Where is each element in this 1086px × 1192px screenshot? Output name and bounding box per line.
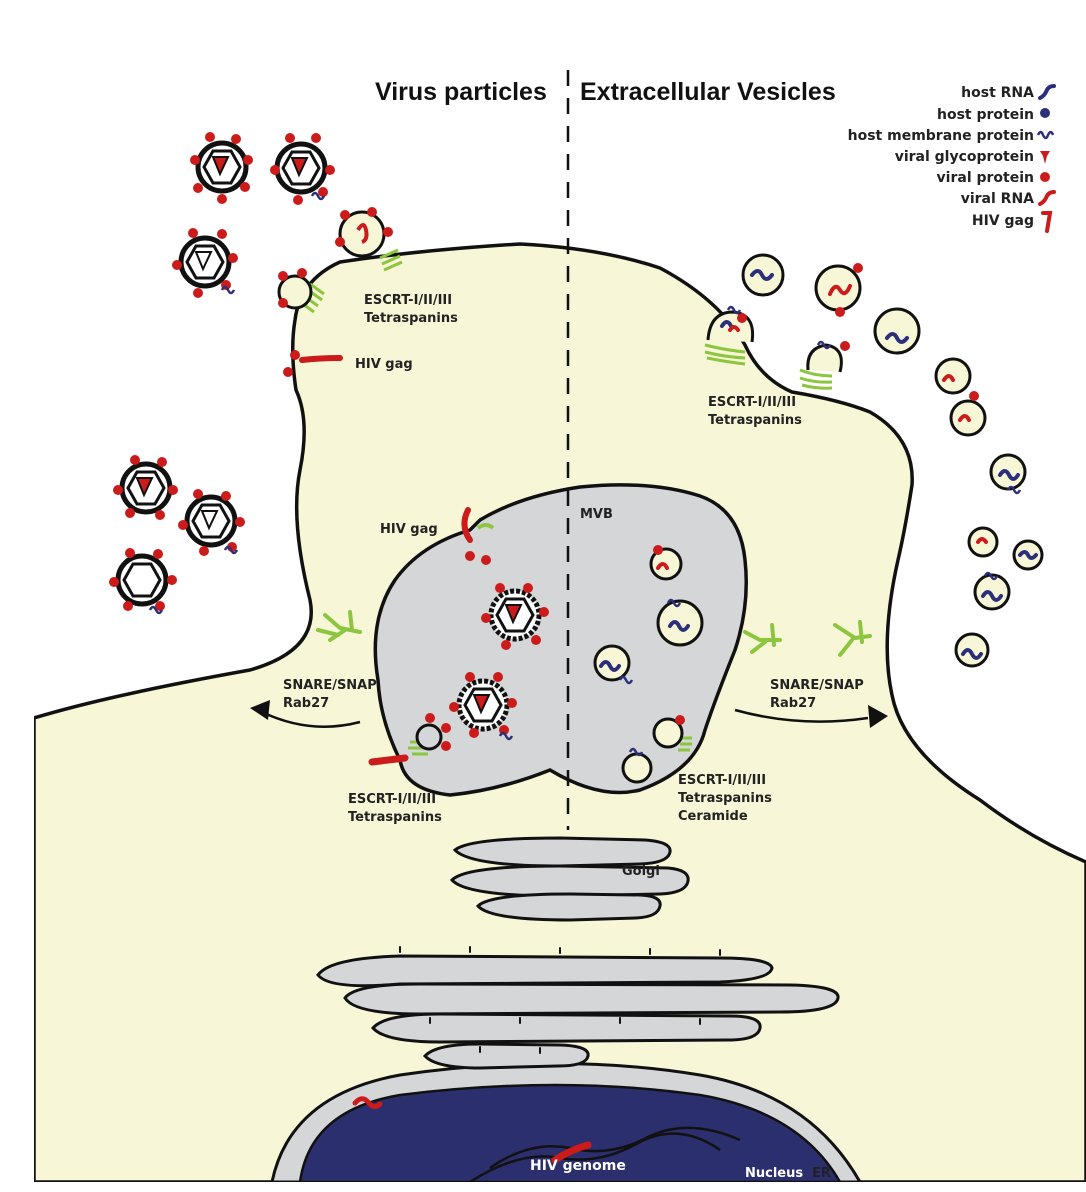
host-rna-icon xyxy=(1038,84,1056,100)
viral-rna-icon xyxy=(1038,190,1056,206)
label-hiv-gag-membrane: HIV gag xyxy=(355,357,413,372)
golgi-apparatus xyxy=(449,836,690,922)
label-tetraspanins-right-top: Tetraspanins xyxy=(708,413,802,428)
virion-4 xyxy=(119,461,173,515)
legend-item-host-rna: host RNA xyxy=(961,84,1056,101)
chromatin-strands xyxy=(469,1126,741,1182)
budding-virion-top xyxy=(335,207,393,258)
legend-label-host-protein: host protein xyxy=(937,107,1034,123)
label-nucleus: Nucleus xyxy=(745,1166,803,1181)
mvb-bud-left xyxy=(368,713,451,766)
label-tetraspanins-mvb-left: Tetraspanins xyxy=(348,810,442,825)
exocytosis-arrowhead-left xyxy=(250,700,270,720)
label-rab27-right: Rab27 xyxy=(770,696,816,711)
virion-2 xyxy=(274,141,328,195)
legend-label-viral-protein: viral protein xyxy=(937,170,1034,186)
host-membrane-protein-icon xyxy=(1036,130,1055,140)
label-hiv-gag-mvb: HIV gag xyxy=(380,522,438,537)
label-tetraspanins-left-top: Tetraspanins xyxy=(364,311,458,326)
label-er: ER xyxy=(812,1166,831,1181)
title-virus-particles: Virus particles xyxy=(375,78,547,106)
viral-glycoproteins xyxy=(109,132,549,738)
label-rab27-left: Rab27 xyxy=(283,696,329,711)
virion-mvb-1 xyxy=(488,588,542,642)
nucleus xyxy=(298,1083,842,1182)
exocytosis-arrowhead-right xyxy=(868,705,888,728)
ribosome-dots xyxy=(399,946,721,1054)
label-mvb: MVB xyxy=(580,507,613,522)
extracellular-vesicles xyxy=(741,253,1044,668)
viral-glycoprotein-icon xyxy=(1040,151,1050,164)
hiv-gag-icon xyxy=(1041,211,1053,233)
legend-item-host-membrane-protein: host membrane protein xyxy=(848,128,1055,144)
host-protein-icon xyxy=(1040,108,1050,118)
label-escrt-mvb-left: ESCRT-I/II/III xyxy=(348,792,436,807)
title-extracellular-vesicles: Extracellular Vesicles xyxy=(580,78,836,106)
ev-cargo-host-rna xyxy=(599,269,1038,672)
label-ceramide: Ceramide xyxy=(678,809,748,824)
label-escrt-right-top: ESCRT-I/II/III xyxy=(708,395,796,410)
legend-label-viral-rna: viral RNA xyxy=(961,191,1034,207)
ev-cargo-host-membrane xyxy=(618,305,1022,757)
host-membrane-proteins xyxy=(148,191,514,741)
legend-item-viral-glycoprotein: viral glycoprotein xyxy=(895,149,1050,165)
legend-item-hiv-gag: HIV gag xyxy=(972,211,1053,233)
mvb-bud-site-gag xyxy=(476,523,495,530)
viral-protein-icon xyxy=(1040,172,1050,182)
virion-mvb-2 xyxy=(456,678,510,732)
virion-1 xyxy=(195,140,249,194)
viral-rna-export xyxy=(352,1096,383,1110)
legend: host RNA host protein host membrane prot… xyxy=(848,84,1056,233)
label-snare-right: SNARE/SNAP xyxy=(770,678,864,693)
label-escrt-left-top: ESCRT-I/II/III xyxy=(364,293,452,308)
legend-label-viral-glycoprotein: viral glycoprotein xyxy=(895,149,1034,165)
label-hiv-genome: HIV genome xyxy=(530,1158,626,1174)
snare-complexes xyxy=(316,610,872,657)
legend-item-viral-rna: viral RNA xyxy=(961,190,1056,207)
legend-item-host-protein: host protein xyxy=(937,107,1050,123)
label-tetraspanins-mvb-right: Tetraspanins xyxy=(678,791,772,806)
legend-label-hiv-gag: HIV gag xyxy=(972,213,1034,229)
virus-particles xyxy=(115,140,542,732)
ev-cargo-viral-rna xyxy=(656,284,988,570)
virion-6 xyxy=(115,553,169,607)
budding-virion-mid xyxy=(277,268,313,310)
ev-surface-glycoproteins xyxy=(653,263,979,725)
label-escrt-mvb-right: ESCRT-I/II/III xyxy=(678,773,766,788)
exocytosis-arrow-right xyxy=(734,708,869,723)
legend-item-viral-protein: viral protein xyxy=(937,170,1050,186)
exocytosis-arrow-left xyxy=(261,710,361,728)
legend-label-host-rna: host RNA xyxy=(961,85,1034,101)
gag-at-membrane xyxy=(283,350,343,377)
hiv-genome-insert xyxy=(551,1141,592,1164)
endoplasmic-reticulum xyxy=(316,954,840,1070)
virion-5 xyxy=(184,494,238,548)
label-snare-left: SNARE/SNAP xyxy=(283,678,377,693)
virion-3 xyxy=(178,235,232,289)
legend-label-host-membrane-protein: host membrane protein xyxy=(848,128,1034,144)
label-golgi: Golgi xyxy=(622,864,660,879)
gag-at-mvb xyxy=(461,507,491,565)
